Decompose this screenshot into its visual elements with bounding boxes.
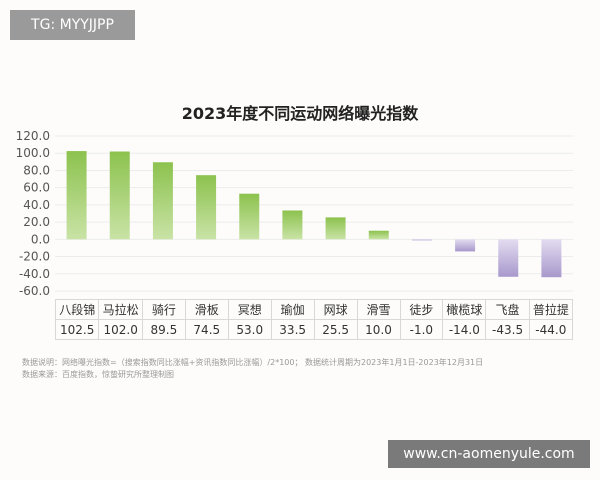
bar	[66, 151, 87, 240]
bar	[368, 230, 389, 240]
watermark-top-left: TG: MYYJJPP	[10, 10, 135, 40]
note-source: 数据来源：百度指数，惊蛰研究所整理制图	[22, 370, 174, 379]
category-cell: 网球	[313, 299, 358, 320]
value-cell: 10.0	[356, 319, 401, 340]
category-cell: 骑行	[141, 299, 186, 320]
category-row: 八段锦 马拉松 骑行 滑板 冥想 瑜伽 网球 滑雪 徒步 橄榄球 飞盘 普拉提	[54, 299, 574, 320]
y-tick-label: 40.0	[23, 198, 50, 212]
value-cell: 74.5	[184, 319, 229, 340]
value-cell: 89.5	[141, 319, 186, 340]
value-cell: 102.0	[98, 319, 143, 340]
y-tick-label: 60.0	[23, 181, 50, 195]
category-cell: 滑雪	[356, 299, 401, 320]
y-tick-label: 120.0	[16, 129, 50, 143]
category-cell: 飞盘	[485, 299, 530, 320]
category-cell: 八段锦	[54, 299, 100, 320]
value-cell: -14.0	[442, 319, 487, 340]
value-row: 102.5 102.0 89.5 74.5 53.0 33.5 25.5 10.0 -1.0 -1…	[54, 319, 574, 340]
category-cell: 滑板	[184, 299, 229, 320]
y-tick-label: -40.0	[19, 267, 50, 281]
value-cell: 25.5	[313, 319, 358, 340]
bar	[152, 162, 173, 240]
y-tick-label: 0.0	[31, 232, 50, 246]
bar-chart: 120.0 100.0 80.0 60.0 40.0 20.0 0.0 -20.0 -40.0 -…	[16, 129, 573, 298]
value-cell: -1.0	[399, 319, 444, 340]
bar	[109, 151, 130, 240]
bar	[455, 239, 476, 252]
bar	[239, 193, 260, 240]
category-cell: 橄榄球	[442, 299, 487, 320]
y-tick-label: 20.0	[23, 215, 50, 229]
y-tick-label: 100.0	[16, 146, 50, 160]
value-cell: -43.5	[485, 319, 530, 340]
data-table: 八段锦 马拉松 骑行 滑板 冥想 瑜伽 网球 滑雪 徒步 橄榄球 飞盘 普拉提 102.5 102.0 8…	[54, 299, 574, 340]
value-cell: 33.5	[270, 319, 315, 340]
note-definition: 数据说明：网络曝光指数=（搜索指数同比涨幅+资讯指数同比涨幅）/2*100； 数…	[22, 358, 484, 367]
bar	[498, 239, 519, 277]
bar	[411, 239, 432, 241]
bar	[196, 175, 217, 240]
category-cell: 瑜伽	[270, 299, 315, 320]
bar	[325, 217, 346, 240]
bar	[541, 239, 562, 278]
chart-title: 2023年度不同运动网络曝光指数	[181, 104, 419, 123]
category-cell: 冥想	[227, 299, 272, 320]
y-tick-label: -20.0	[19, 250, 50, 264]
value-cell: -44.0	[528, 319, 574, 340]
bar	[282, 210, 303, 240]
y-tick-label: -60.0	[19, 284, 50, 298]
category-cell: 马拉松	[98, 299, 143, 320]
watermark-bottom-right: www.cn-aomenyule.com	[388, 440, 590, 468]
category-cell: 普拉提	[528, 299, 574, 320]
value-cell: 102.5	[54, 319, 100, 340]
y-tick-label: 80.0	[23, 163, 50, 177]
category-cell: 徒步	[399, 299, 444, 320]
value-cell: 53.0	[227, 319, 272, 340]
